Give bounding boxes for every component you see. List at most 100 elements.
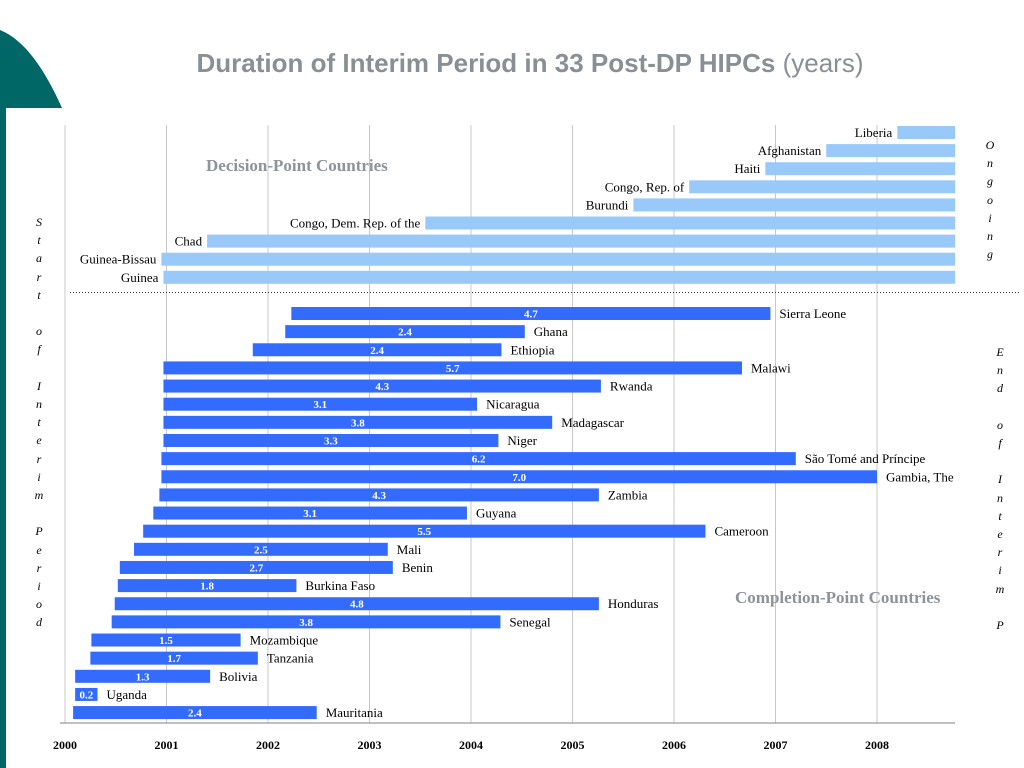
bar-ongoing-burundi — [633, 198, 956, 212]
x-tick-label-2006: 2006 — [662, 738, 686, 752]
end-of-interim-period-label: E n d o f I n t e r i m P — [995, 345, 1005, 633]
country-label-mozambique: Mozambique — [250, 633, 319, 648]
x-tick-label-2001: 2001 — [155, 738, 179, 752]
duration-label-zambia: 4.3 — [372, 490, 386, 502]
left-edge-strip — [0, 108, 6, 768]
country-label-uganda: Uganda — [106, 687, 147, 702]
duration-label-malawi: 5.7 — [446, 363, 460, 375]
duration-label-mali: 2.5 — [254, 544, 268, 556]
bar-completed-niger — [163, 433, 499, 447]
back-arrow-icon[interactable]: ← — [34, 29, 56, 59]
x-tick-label-2007: 2007 — [764, 738, 788, 752]
country-label-guinea: Guinea — [121, 270, 159, 285]
duration-label-ethiopia: 2.4 — [370, 345, 384, 357]
bar-completed-burkina-faso — [117, 579, 297, 593]
bar-completed-tanzania — [90, 651, 258, 665]
country-label-liberia: Liberia — [855, 125, 893, 140]
chart-title: Duration of Interim Period in 33 Post-DP… — [0, 48, 1024, 79]
corner-decoration — [0, 30, 62, 110]
bar-ongoing-congo-dem-rep-of-the — [425, 216, 956, 230]
country-label-burundi: Burundi — [586, 197, 629, 212]
country-label-sao-tome-and-principe: São Tomé and Príncipe — [805, 451, 926, 466]
bar-completed-mauritania — [73, 706, 317, 720]
bar-completed-uganda — [75, 687, 98, 701]
bar-completed-mali — [134, 542, 388, 556]
country-label-ghana: Ghana — [534, 324, 568, 339]
country-label-mali: Mali — [397, 542, 422, 557]
bar-ongoing-haiti — [765, 162, 956, 176]
country-label-madagascar: Madagascar — [561, 415, 624, 430]
duration-label-benin: 2.7 — [249, 562, 263, 574]
duration-label-nicaragua: 3.1 — [313, 399, 327, 411]
duration-label-mozambique: 1.5 — [159, 635, 173, 647]
country-label-congo-rep-of: Congo, Rep. of — [605, 179, 685, 194]
bar-completed-guyana — [153, 506, 467, 520]
bar-ongoing-congo-rep-of — [689, 180, 956, 194]
duration-label-uganda: 0.2 — [79, 689, 93, 701]
duration-label-niger: 3.3 — [324, 435, 338, 447]
bar-completed-honduras — [114, 597, 599, 611]
chart-title-units: (years) — [782, 48, 864, 78]
x-tick-label-2000: 2000 — [53, 738, 77, 752]
bar-completed-nicaragua — [163, 397, 478, 411]
x-tick-label-2008: 2008 — [865, 738, 889, 752]
duration-label-ghana: 2.4 — [398, 327, 412, 339]
duration-label-rwanda: 4.3 — [375, 381, 389, 393]
chart-title-main: Duration of Interim Period in 33 Post-DP… — [196, 48, 776, 78]
bar-completed-rwanda — [163, 379, 601, 393]
country-label-ethiopia: Ethiopia — [510, 342, 554, 357]
bar-completed-gambia-the — [161, 470, 878, 484]
x-tick-label-2004: 2004 — [459, 738, 483, 752]
country-label-benin: Benin — [402, 560, 434, 575]
country-label-cameroon: Cameroon — [714, 524, 769, 539]
x-tick-label-2003: 2003 — [358, 738, 382, 752]
duration-label-honduras: 4.8 — [350, 599, 364, 611]
ongoing-label: O n g o i n g — [985, 138, 995, 262]
bar-ongoing-afghanistan — [826, 144, 956, 158]
bar-completed-ethiopia — [252, 343, 502, 357]
country-label-mauritania: Mauritania — [326, 705, 383, 720]
duration-label-guyana: 3.1 — [303, 508, 317, 520]
country-label-tanzania: Tanzania — [267, 651, 314, 666]
duration-label-bolivia: 1.3 — [136, 671, 150, 683]
completion-point-label: Completion-Point Countries — [735, 588, 941, 607]
bar-completed-senegal — [111, 615, 501, 629]
country-label-zambia: Zambia — [608, 487, 648, 502]
country-label-senegal: Senegal — [509, 614, 551, 629]
duration-label-mauritania: 2.4 — [188, 708, 202, 720]
bar-completed-madagascar — [163, 415, 553, 429]
bar-ongoing-guinea-bissau — [161, 252, 956, 266]
start-of-interim-period-label: S t a r t o f I n t e r i m P e r i o d — [34, 215, 44, 630]
bar-completed-benin — [119, 560, 393, 574]
country-label-honduras: Honduras — [608, 596, 659, 611]
duration-label-madagascar: 3.8 — [351, 417, 365, 429]
bar-completed-cameroon — [143, 524, 706, 538]
bar-completed-sierra-leone — [291, 307, 771, 320]
country-label-haiti: Haiti — [734, 161, 760, 176]
country-label-guyana: Guyana — [476, 506, 517, 521]
country-label-burkina-faso: Burkina Faso — [305, 578, 375, 593]
teal-arc-decoration — [0, 30, 62, 108]
duration-label-senegal: 3.8 — [299, 617, 313, 629]
decision-point-label: Decision-Point Countries — [206, 156, 388, 175]
duration-label-burkina-faso: 1.8 — [200, 581, 214, 593]
country-label-afghanistan: Afghanistan — [758, 143, 822, 158]
bar-completed-ghana — [285, 325, 525, 339]
country-label-congo-dem-rep-of-the: Congo, Dem. Rep. of the — [290, 216, 421, 231]
country-label-bolivia: Bolivia — [219, 669, 258, 684]
country-label-sierra-leone: Sierra Leone — [779, 306, 846, 321]
bar-completed-mozambique — [91, 633, 241, 647]
country-label-nicaragua: Nicaragua — [486, 397, 540, 412]
bar-ongoing-guinea — [163, 270, 956, 284]
country-label-chad: Chad — [175, 234, 203, 249]
bar-completed-bolivia — [75, 669, 211, 683]
bar-completed-zambia — [159, 488, 599, 502]
x-tick-label-2005: 2005 — [561, 738, 585, 752]
bar-ongoing-liberia — [897, 126, 956, 139]
country-label-niger: Niger — [507, 433, 537, 448]
bar-ongoing-chad — [207, 234, 956, 248]
duration-label-tanzania: 1.7 — [167, 653, 181, 665]
x-tick-label-2002: 2002 — [256, 738, 280, 752]
duration-label-sao-tome-and-principe: 6.2 — [472, 454, 486, 466]
